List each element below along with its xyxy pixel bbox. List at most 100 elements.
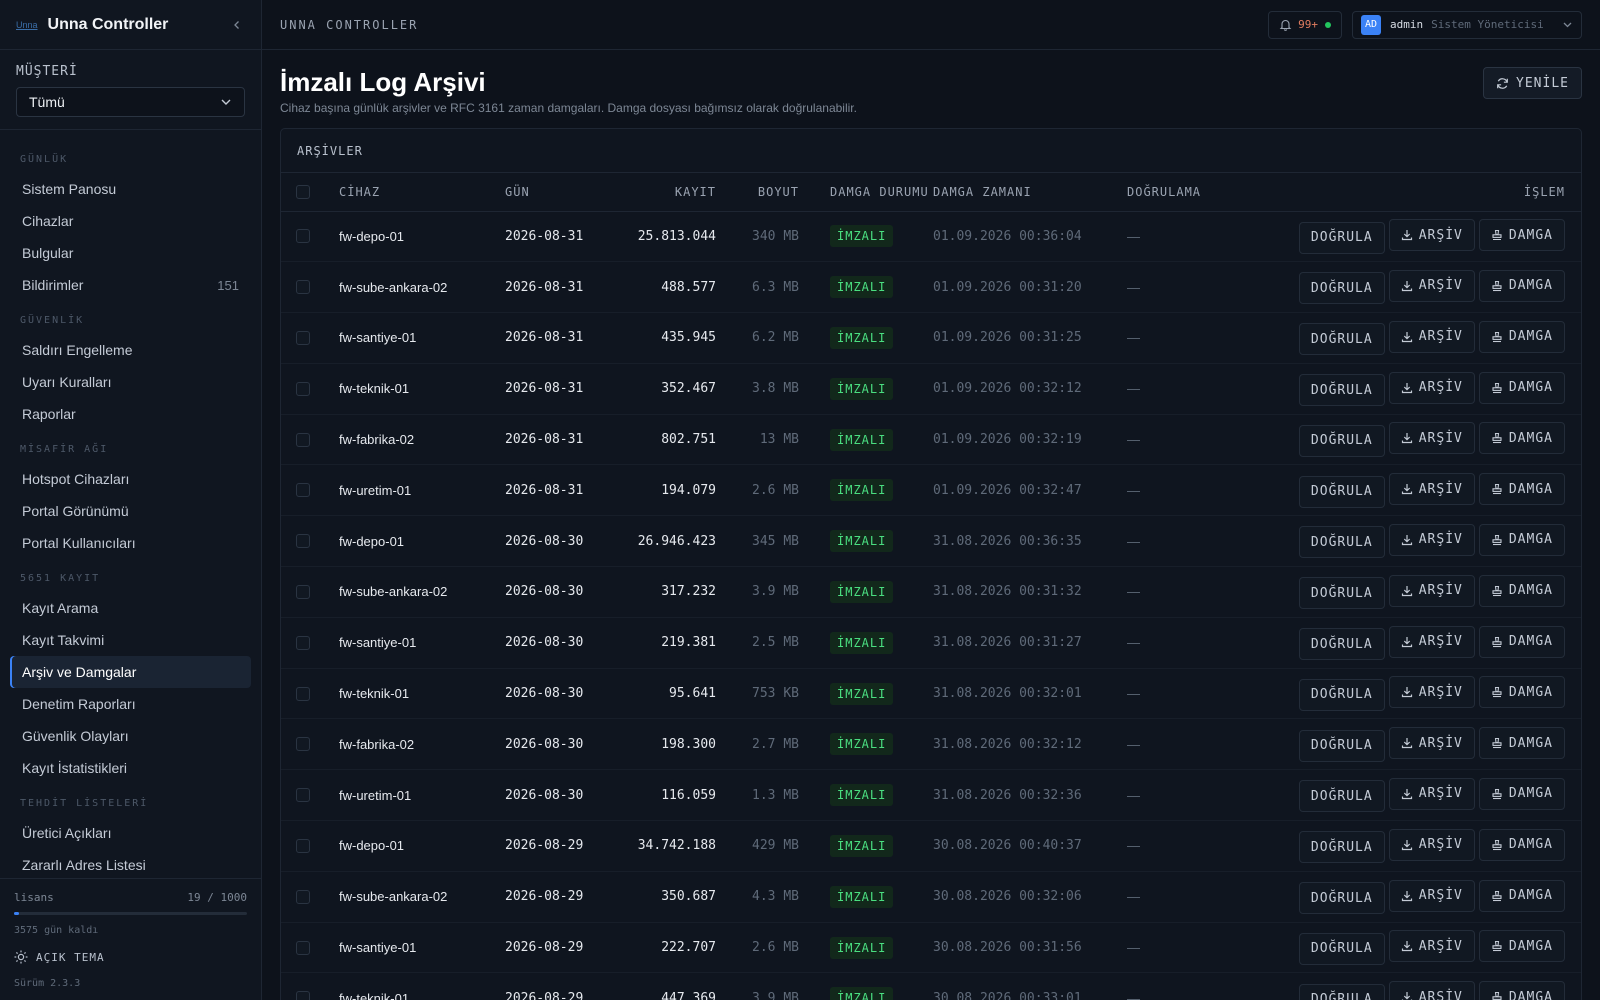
stamp-download-button[interactable]: DAMGA (1478, 422, 1565, 455)
table-row[interactable]: fw-santiye-01 2026-08-31 435.945 6.2 MB İMZA… (281, 313, 1581, 364)
customer-select[interactable]: Tümü (16, 87, 245, 117)
verify-button[interactable]: DOĞRULA (1298, 221, 1385, 254)
archive-download-button[interactable]: ARŞİV (1388, 422, 1475, 455)
row-checkbox[interactable] (296, 940, 310, 955)
archive-download-button[interactable]: ARŞİV (1388, 574, 1475, 607)
sidebar-item[interactable]: Hotspot Cihazları (10, 463, 251, 495)
table-row[interactable]: fw-fabrika-02 2026-08-30 198.300 2.7 MB İMZA… (281, 719, 1581, 770)
archive-download-button[interactable]: ARŞİV (1388, 828, 1475, 861)
sidebar-item[interactable]: Raporlar (10, 398, 251, 430)
stamp-download-button[interactable]: DAMGA (1478, 828, 1565, 861)
table-row[interactable]: fw-teknik-01 2026-08-31 352.467 3.8 MB İMZAL… (281, 363, 1581, 415)
sidebar-item[interactable]: Uyarı Kuralları (10, 366, 251, 398)
stamp-download-button[interactable]: DAMGA (1478, 371, 1565, 404)
table-row[interactable]: fw-teknik-01 2026-08-29 447.369 3.9 MB İMZAL… (281, 973, 1581, 1000)
archive-download-button[interactable]: ARŞİV (1388, 371, 1475, 404)
row-checkbox[interactable] (296, 991, 310, 1000)
stamp-download-button[interactable]: DAMGA (1478, 219, 1565, 252)
device-name[interactable]: fw-depo-01 (339, 533, 405, 549)
stamp-download-button[interactable]: DAMGA (1478, 727, 1565, 760)
device-name[interactable]: fw-teknik-01 (339, 990, 410, 1000)
refresh-button[interactable]: YENİLE (1483, 67, 1582, 99)
sidebar-item[interactable]: Kayıt İstatistikleri (10, 752, 251, 784)
stamp-download-button[interactable]: DAMGA (1478, 574, 1565, 607)
row-checkbox[interactable] (296, 381, 310, 396)
theme-toggle-button[interactable]: AÇIK TEMA (14, 950, 247, 964)
sidebar-item[interactable]: Arşiv ve Damgalar (10, 656, 251, 688)
archive-download-button[interactable]: ARŞİV (1388, 676, 1475, 709)
device-name[interactable]: fw-santiye-01 (339, 330, 417, 346)
notifications-button[interactable]: 99+ (1268, 10, 1342, 39)
archive-download-button[interactable]: ARŞİV (1388, 930, 1475, 963)
archive-download-button[interactable]: ARŞİV (1388, 473, 1475, 506)
verify-button[interactable]: DOĞRULA (1298, 831, 1385, 864)
archive-download-button[interactable]: ARŞİV (1388, 777, 1475, 810)
verify-button[interactable]: DOĞRULA (1298, 577, 1385, 610)
verify-button[interactable]: DOĞRULA (1298, 374, 1385, 407)
verify-button[interactable]: DOĞRULA (1298, 272, 1385, 305)
stamp-download-button[interactable]: DAMGA (1478, 523, 1565, 556)
table-row[interactable]: fw-fabrika-02 2026-08-31 802.751 13 MB İMZAL… (281, 414, 1581, 465)
sidebar-item[interactable]: Bildirimler 151 (10, 269, 251, 301)
stamp-download-button[interactable]: DAMGA (1478, 930, 1565, 963)
row-checkbox[interactable] (296, 229, 310, 244)
verify-button[interactable]: DOĞRULA (1298, 780, 1385, 813)
stamp-download-button[interactable]: DAMGA (1478, 625, 1565, 658)
sidebar-item[interactable]: Zararlı Adres Listesi (10, 849, 251, 878)
table-row[interactable]: fw-teknik-01 2026-08-30 95.641 753 KB İMZALI… (281, 668, 1581, 719)
row-checkbox[interactable] (296, 584, 310, 599)
row-checkbox[interactable] (296, 788, 310, 803)
column-header-verification[interactable]: DOĞRULAMA (1127, 184, 1202, 199)
device-name[interactable]: fw-sube-ankara-02 (339, 584, 448, 600)
column-header-stamp-status[interactable]: DAMGA DURUMU (830, 184, 929, 199)
table-row[interactable]: fw-santiye-01 2026-08-30 219.381 2.5 MB İMZA… (281, 617, 1581, 669)
column-header-records[interactable]: KAYIT (674, 184, 716, 199)
collapse-sidebar-icon[interactable] (229, 17, 245, 33)
verify-button[interactable]: DOĞRULA (1298, 932, 1385, 965)
row-checkbox[interactable] (296, 330, 310, 345)
stamp-download-button[interactable]: DAMGA (1478, 777, 1565, 810)
device-name[interactable]: fw-sube-ankara-02 (339, 889, 448, 905)
device-name[interactable]: fw-teknik-01 (339, 381, 410, 397)
device-name[interactable]: fw-fabrika-02 (339, 736, 415, 752)
device-name[interactable]: fw-uretim-01 (339, 482, 412, 498)
device-name[interactable]: fw-santiye-01 (339, 940, 417, 956)
verify-button[interactable]: DOĞRULA (1298, 424, 1385, 457)
sidebar-item[interactable]: Kayıt Arama (10, 592, 251, 624)
verify-button[interactable]: DOĞRULA (1298, 628, 1385, 661)
device-name[interactable]: fw-fabrika-02 (339, 432, 415, 448)
sidebar-item[interactable]: Saldırı Engelleme (10, 334, 251, 366)
verify-button[interactable]: DOĞRULA (1298, 323, 1385, 356)
sidebar-item[interactable]: Denetim Raporları (10, 688, 251, 720)
table-row[interactable]: fw-sube-ankara-02 2026-08-30 317.232 3.9 MB… (281, 567, 1581, 618)
stamp-download-button[interactable]: DAMGA (1478, 473, 1565, 506)
verify-button[interactable]: DOĞRULA (1298, 475, 1385, 508)
verify-button[interactable]: DOĞRULA (1298, 729, 1385, 762)
row-checkbox[interactable] (296, 686, 310, 701)
device-name[interactable]: fw-uretim-01 (339, 787, 412, 803)
select-all-checkbox[interactable] (296, 184, 310, 199)
archive-download-button[interactable]: ARŞİV (1388, 625, 1475, 658)
verify-button[interactable]: DOĞRULA (1298, 983, 1385, 1000)
device-name[interactable]: fw-depo-01 (339, 838, 405, 854)
sidebar-item[interactable]: Portal Kullanıcıları (10, 527, 251, 559)
row-checkbox[interactable] (296, 432, 310, 447)
row-checkbox[interactable] (296, 280, 310, 295)
row-checkbox[interactable] (296, 889, 310, 904)
sidebar-item[interactable]: Güvenlik Olayları (10, 720, 251, 752)
verify-button[interactable]: DOĞRULA (1298, 526, 1385, 559)
table-row[interactable]: fw-depo-01 2026-08-31 25.813.044 340 MB İMZA… (281, 211, 1581, 262)
sidebar-item[interactable]: Sistem Panosu (10, 173, 251, 205)
verify-button[interactable]: DOĞRULA (1298, 678, 1385, 711)
sidebar-item[interactable]: Cihazlar (10, 205, 251, 237)
stamp-download-button[interactable]: DAMGA (1478, 879, 1565, 912)
sidebar-item[interactable]: Üretici Açıkları (10, 817, 251, 849)
row-checkbox[interactable] (296, 737, 310, 752)
sidebar-item[interactable]: Kayıt Takvimi (10, 624, 251, 656)
archive-download-button[interactable]: ARŞİV (1388, 320, 1475, 353)
row-checkbox[interactable] (296, 534, 310, 549)
device-name[interactable]: fw-depo-01 (339, 228, 405, 244)
stamp-download-button[interactable]: DAMGA (1478, 320, 1565, 353)
table-row[interactable]: fw-sube-ankara-02 2026-08-29 350.687 4.3 MB… (281, 871, 1581, 923)
app-logo[interactable]: Unna (16, 19, 38, 30)
